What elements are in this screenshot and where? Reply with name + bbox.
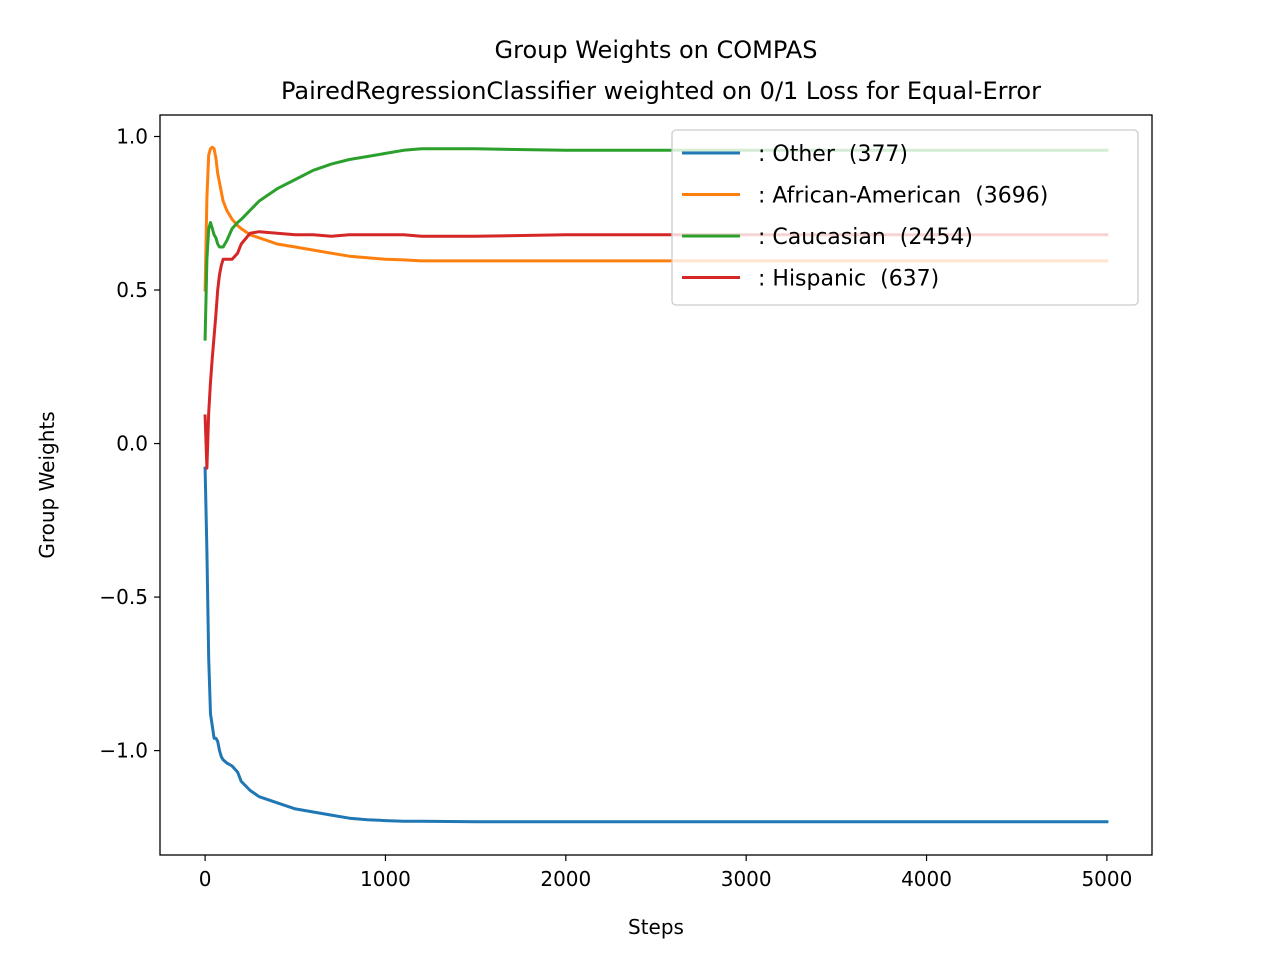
y-tick-label: 0.5 <box>116 278 148 302</box>
x-tick-label: 4000 <box>901 867 952 891</box>
x-tick-label: 0 <box>199 867 212 891</box>
y-tick-label: −1.0 <box>99 739 148 763</box>
legend-label-2: : Caucasian (2454) <box>758 225 973 250</box>
series-line-2 <box>203 147 1109 341</box>
x-axis-label: Steps <box>628 915 684 939</box>
chart-title: Group Weights on COMPAS <box>495 36 818 64</box>
plot-area-frame <box>159 114 1153 856</box>
series-line-0 <box>203 466 1109 824</box>
chart-subtitle: PairedRegressionClassifier weighted on 0… <box>281 77 1041 105</box>
legend-label-0: : Other (377) <box>758 142 908 167</box>
x-tick-label: 2000 <box>540 867 591 891</box>
series-line-3 <box>203 230 1109 470</box>
y-tick-label: 0.0 <box>116 432 148 456</box>
legend-label-1: : African-American (3696) <box>758 184 1048 209</box>
x-axis: 0 1000 2000 3000 4000 5000 <box>199 855 1132 891</box>
legend: : Other (377) : African-American (3696) : … <box>671 129 1139 306</box>
series-line-1 <box>203 145 1109 292</box>
y-axis-label: Group Weights <box>35 411 59 558</box>
x-tick-label: 5000 <box>1081 867 1132 891</box>
x-tick-label: 3000 <box>721 867 772 891</box>
series-lines <box>203 145 1109 824</box>
y-tick-label: −0.5 <box>99 585 148 609</box>
y-tick-label: 1.0 <box>116 124 148 148</box>
y-axis: −1.0 −0.5 0.0 0.5 1.0 <box>99 124 160 763</box>
legend-label-3: : Hispanic (637) <box>758 267 939 292</box>
x-tick-label: 1000 <box>360 867 411 891</box>
legend-box <box>671 129 1139 306</box>
